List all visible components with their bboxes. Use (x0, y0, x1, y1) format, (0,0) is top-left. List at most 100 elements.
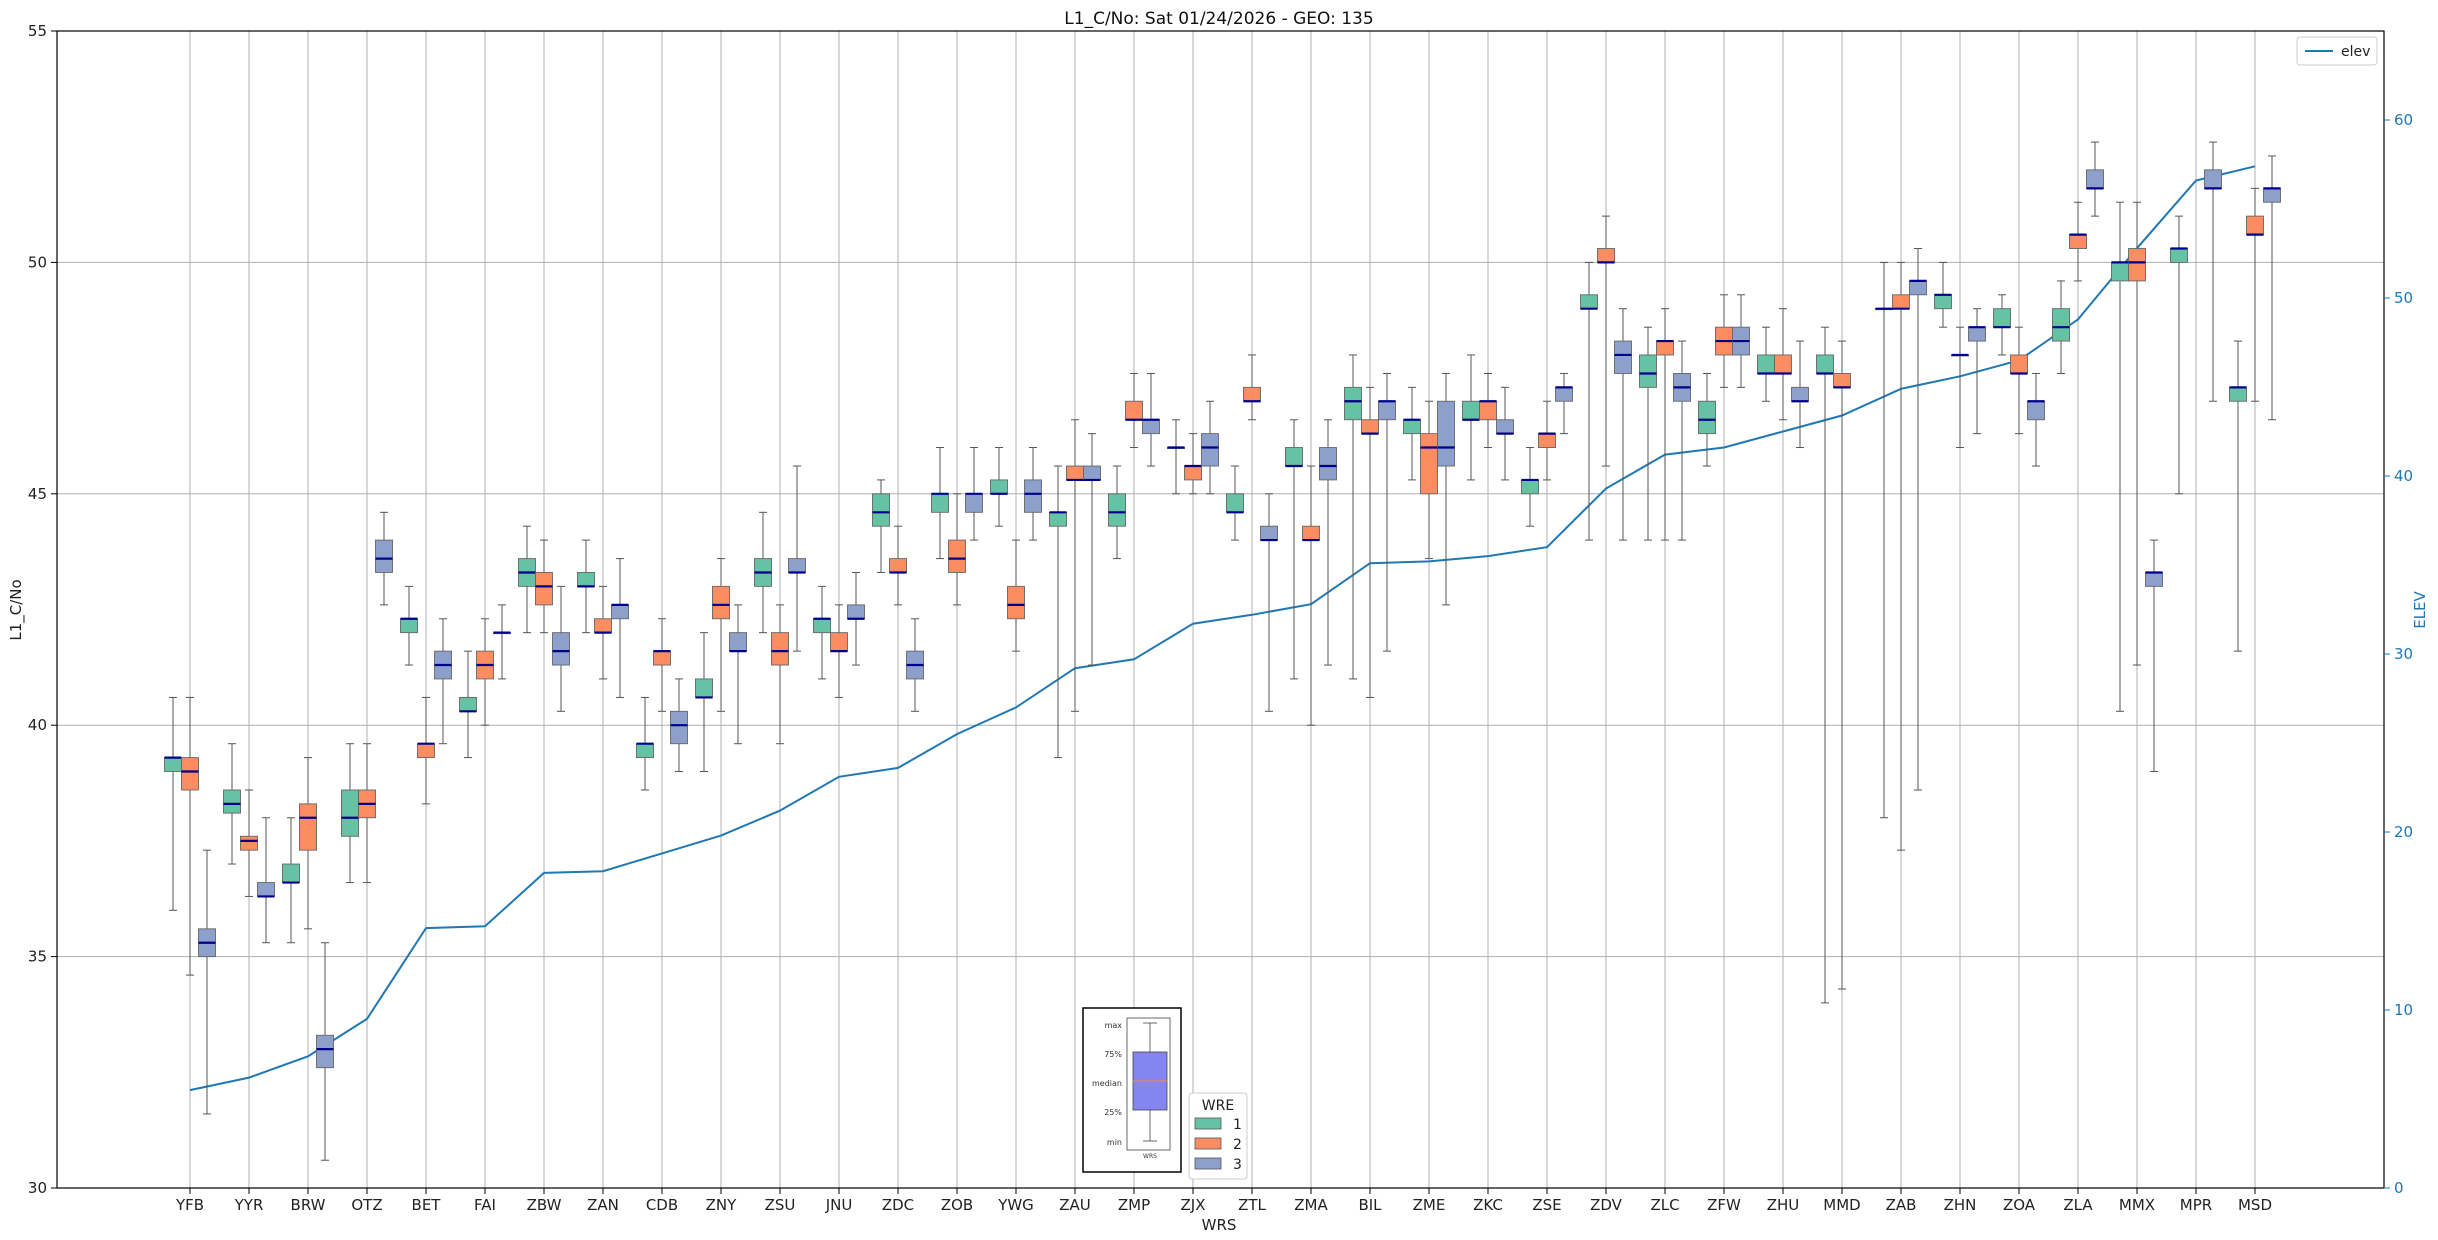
box-zse-wre2 (1538, 400, 1556, 481)
x-tick-label: ZOB (941, 1196, 973, 1214)
grid-lines (57, 30, 2384, 1189)
box-series (164, 141, 2281, 1161)
box-iqr (1774, 354, 1792, 374)
x-tick-label: ZAN (587, 1196, 619, 1214)
box-ztl-wre1 (1226, 465, 1244, 541)
box-iqr (417, 743, 435, 759)
box-zan-wre3 (611, 558, 629, 698)
box-zoa-wre1 (1993, 294, 2011, 356)
box-iqr (1968, 326, 1986, 342)
box-iqr (889, 558, 907, 573)
box-mmd-wre2 (1833, 340, 1851, 990)
elevation-series (189, 165, 2256, 1092)
box-iqr (2263, 187, 2281, 203)
y2-tick-label: 50 (2394, 289, 2413, 307)
x-tick-label: ZME (1413, 1196, 1446, 1214)
box-iqr (830, 632, 848, 652)
key-label-median: median (1092, 1079, 1122, 1088)
box-iqr (1639, 354, 1657, 388)
y-tick-label: 45 (28, 485, 47, 503)
box-iqr (712, 585, 730, 620)
box-iqr (695, 678, 713, 698)
box-yyr-wre3 (257, 817, 275, 944)
box-zdv-wre3 (1614, 308, 1632, 541)
box-zlc-wre3 (1673, 340, 1691, 541)
y-tick-label: 30 (28, 1179, 47, 1197)
box-cdb-wre2 (653, 618, 671, 712)
key-label-q1: 25% (1104, 1108, 1122, 1117)
x-tick-label: ZMA (1294, 1196, 1328, 1214)
box-mmx-wre3 (2145, 539, 2163, 772)
y2-tick-label: 60 (2394, 111, 2413, 129)
y-tick-label: 40 (28, 716, 47, 734)
x-tick-label: ZMP (1118, 1196, 1150, 1214)
box-zoa-wre3 (2027, 372, 2045, 467)
x-tick-label: BRW (291, 1196, 326, 1214)
box-zjx-wre2 (1184, 433, 1202, 495)
box-zhn-wre2 (1951, 326, 1969, 449)
box-iqr (240, 835, 258, 851)
box-zsu-wre1 (754, 511, 772, 634)
box-zlc-wre1 (1639, 326, 1657, 541)
box-iqr (1344, 386, 1362, 421)
box-bet-wre3 (434, 618, 452, 745)
box-zab-wre2 (1892, 261, 1910, 851)
box-jnu-wre2 (830, 604, 848, 698)
box-iqr (1007, 585, 1025, 620)
box-zhn-wre1 (1934, 261, 1952, 328)
box-otz-wre2 (358, 743, 376, 884)
box-iqr (729, 632, 747, 652)
box-iqr (813, 618, 831, 634)
box-iqr (577, 572, 595, 587)
box-bet-wre1 (400, 585, 418, 666)
box-iqr (1125, 400, 1143, 421)
box-mmd-wre1 (1816, 326, 1834, 1004)
box-iqr (1083, 465, 1101, 481)
box-zau-wre1 (1049, 465, 1067, 759)
box-zkc-wre2 (1479, 372, 1497, 449)
box-zny-wre3 (729, 604, 747, 745)
box-zan-wre2 (594, 585, 612, 680)
x-tick-label: ZDV (1590, 1196, 1623, 1214)
box-iqr (1597, 248, 1615, 263)
box-fai-wre3 (493, 604, 511, 680)
wre-legend: WRE 1 2 3 (1188, 1092, 1248, 1180)
box-iqr (1302, 525, 1320, 541)
x-tick-label: MPR (2180, 1196, 2212, 1214)
box-iqr (316, 1034, 334, 1069)
box-iqr (611, 604, 629, 620)
box-iqr (948, 539, 966, 573)
box-yyr-wre1 (223, 743, 241, 865)
box-zdv-wre2 (1597, 215, 1615, 467)
box-iqr (2145, 572, 2163, 587)
x-tick-label: BIL (1358, 1196, 1382, 1214)
x-tick-label: MMD (1823, 1196, 1860, 1214)
box-brw-wre1 (282, 817, 300, 944)
box-iqr (1462, 400, 1480, 421)
box-zfw-wre2 (1715, 294, 1733, 388)
box-iqr (1361, 419, 1379, 435)
box-zlc-wre2 (1656, 308, 1674, 541)
x-tick-label: ZNY (706, 1196, 737, 1214)
box-zme-wre3 (1437, 372, 1455, 606)
box-iqr (670, 710, 688, 745)
y2-tick-label: 0 (2394, 1179, 2404, 1197)
box-fai-wre1 (459, 650, 477, 759)
box-zdc-wre2 (889, 525, 907, 606)
box-iqr (1791, 386, 1809, 402)
box-cdb-wre3 (670, 678, 688, 772)
box-zla-wre1 (2052, 280, 2070, 374)
box-iqr (2111, 261, 2129, 282)
box-yfb-wre1 (164, 696, 182, 911)
box-zau-wre3 (1083, 433, 1101, 666)
box-zma-wre3 (1319, 419, 1337, 666)
x-tick-label: ZLC (1650, 1196, 1679, 1214)
y2-tick-label: 40 (2394, 467, 2413, 485)
box-iqr (1698, 400, 1716, 435)
box-bil-wre3 (1378, 372, 1396, 652)
box-iqr (1757, 354, 1775, 374)
box-ywg-wre1 (990, 447, 1008, 527)
x-tick-label: JNU (825, 1196, 853, 1214)
box-bet-wre2 (417, 696, 435, 805)
x-tick-label: ZLA (2063, 1196, 2093, 1214)
